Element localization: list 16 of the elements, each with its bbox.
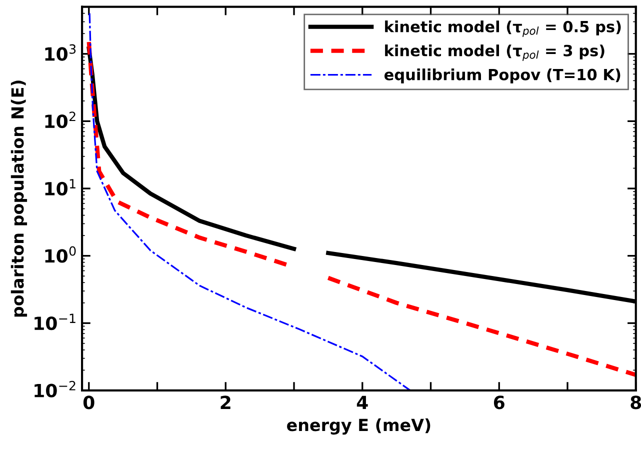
x-tick-label: 8 (630, 396, 641, 410)
x-tick-label: 4 (356, 396, 368, 410)
y-tick-label: 10$^{−2}$ (34, 380, 76, 398)
y-tick-label: 10$^{0}$ (45, 246, 76, 263)
x-tick-label: 6 (494, 396, 504, 410)
y-tick-label: 10$^{2}$ (45, 112, 76, 128)
legend-label: kinetic model (τ$_{pol}$ = 3 ps) (385, 44, 604, 61)
x-axis-title: energy E (meV) (287, 418, 430, 435)
legend-label: equilibrium Popov (T=10 K) (384, 68, 620, 84)
legend-label: kinetic model (τ$_{pol}$ = 0.5 ps) (385, 20, 621, 37)
y-tick-label: 10$^{−1}$ (34, 314, 76, 330)
y-tick-label: 10$^{1}$ (45, 179, 76, 196)
y-tick-label: 10$^{3}$ (45, 44, 76, 61)
x-tick-label: 0 (83, 396, 94, 410)
x-tick-label: 2 (220, 396, 230, 410)
y-axis-title: polariton population N(E) (10, 80, 28, 317)
